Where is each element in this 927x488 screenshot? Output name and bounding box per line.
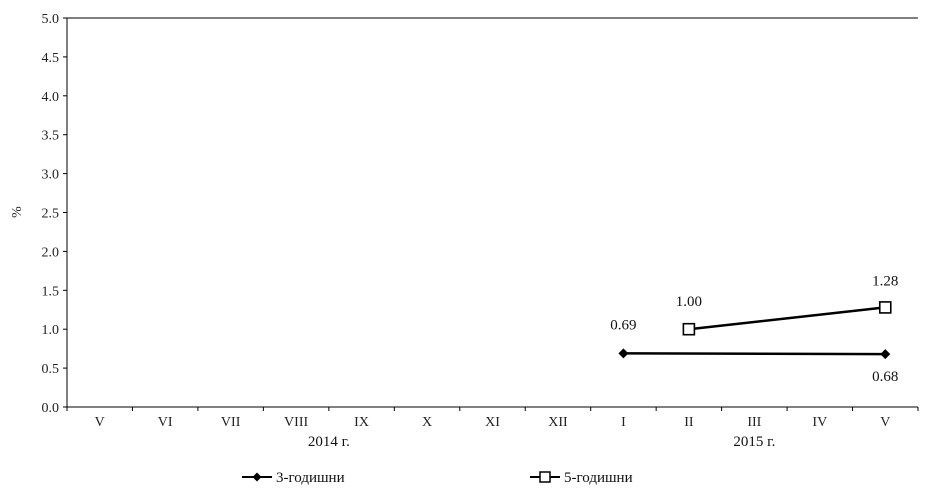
x-tick-label: III [747, 415, 761, 430]
y-tick-label: 1.0 [42, 323, 60, 338]
y-tick-label: 3.0 [42, 168, 60, 183]
y-axis-label: % [10, 206, 25, 218]
data-point-diamond [880, 349, 891, 360]
x-tick-label: XI [485, 415, 500, 430]
legend: 3-годишни 5-годишни [242, 470, 633, 486]
legend-label: 5-годишни [564, 470, 633, 486]
data-label: 1.28 [872, 273, 898, 289]
series-3-годишни: 0.69 0.68 [610, 317, 898, 385]
x-tick-label: VIII [284, 415, 308, 430]
y-tick-label: 2.5 [42, 207, 60, 222]
x-tick-label: VI [158, 415, 173, 430]
x-tick-label: IX [354, 415, 369, 430]
series-line [688, 306, 886, 331]
series-line [623, 352, 886, 356]
year-group-label: 2014 г. [308, 434, 350, 450]
legend-label: 3-годишни [276, 470, 345, 486]
x-tick-label: V [880, 415, 890, 430]
data-point-diamond [618, 348, 629, 359]
y-tick-label: 0.5 [42, 362, 60, 377]
y-tick-label: 2.0 [42, 245, 60, 260]
x-tick-label: V [95, 415, 105, 430]
x-tick-label: II [684, 415, 694, 430]
y-tick-label: 0.0 [42, 401, 60, 416]
data-label: 0.68 [872, 369, 898, 385]
y-tick-label: 4.0 [42, 90, 60, 105]
y-tick-label: 3.5 [42, 129, 60, 144]
x-tick-label: X [422, 415, 432, 430]
data-point-square [878, 301, 892, 314]
legend-item: 3-годишни [242, 470, 345, 486]
y-tick-label: 4.5 [42, 51, 60, 66]
series-group: 0.69 0.68 1.00 1.28 [610, 273, 898, 385]
legend-marker-square [539, 471, 551, 483]
x-tick-label: IV [812, 415, 827, 430]
x-tick-label: VII [221, 415, 241, 430]
axes [66, 17, 918, 408]
data-point-square [682, 322, 696, 336]
data-label: 1.00 [676, 294, 702, 310]
y-tick-label: 1.5 [42, 284, 60, 299]
legend-item: 5-годишни [530, 470, 633, 486]
legend-marker-diamond [252, 472, 262, 482]
data-label: 0.69 [610, 317, 636, 333]
x-axis-ticks: V VI VII VIII IX X XI XII I II III IV V [66, 407, 919, 430]
y-tick-label: 5.0 [42, 12, 60, 27]
year-group-label: 2015 г. [733, 434, 775, 450]
y-axis-ticks: 0.0 0.5 1.0 1.5 2.0 2.5 3.0 3.5 4.0 4.5 5.0 [42, 12, 67, 416]
series-5-годишни: 1.00 1.28 [676, 273, 898, 336]
year-groups: 2014 г. 2015 г. [308, 434, 775, 450]
x-tick-label: XII [548, 415, 568, 430]
x-tick-label: I [621, 415, 626, 430]
